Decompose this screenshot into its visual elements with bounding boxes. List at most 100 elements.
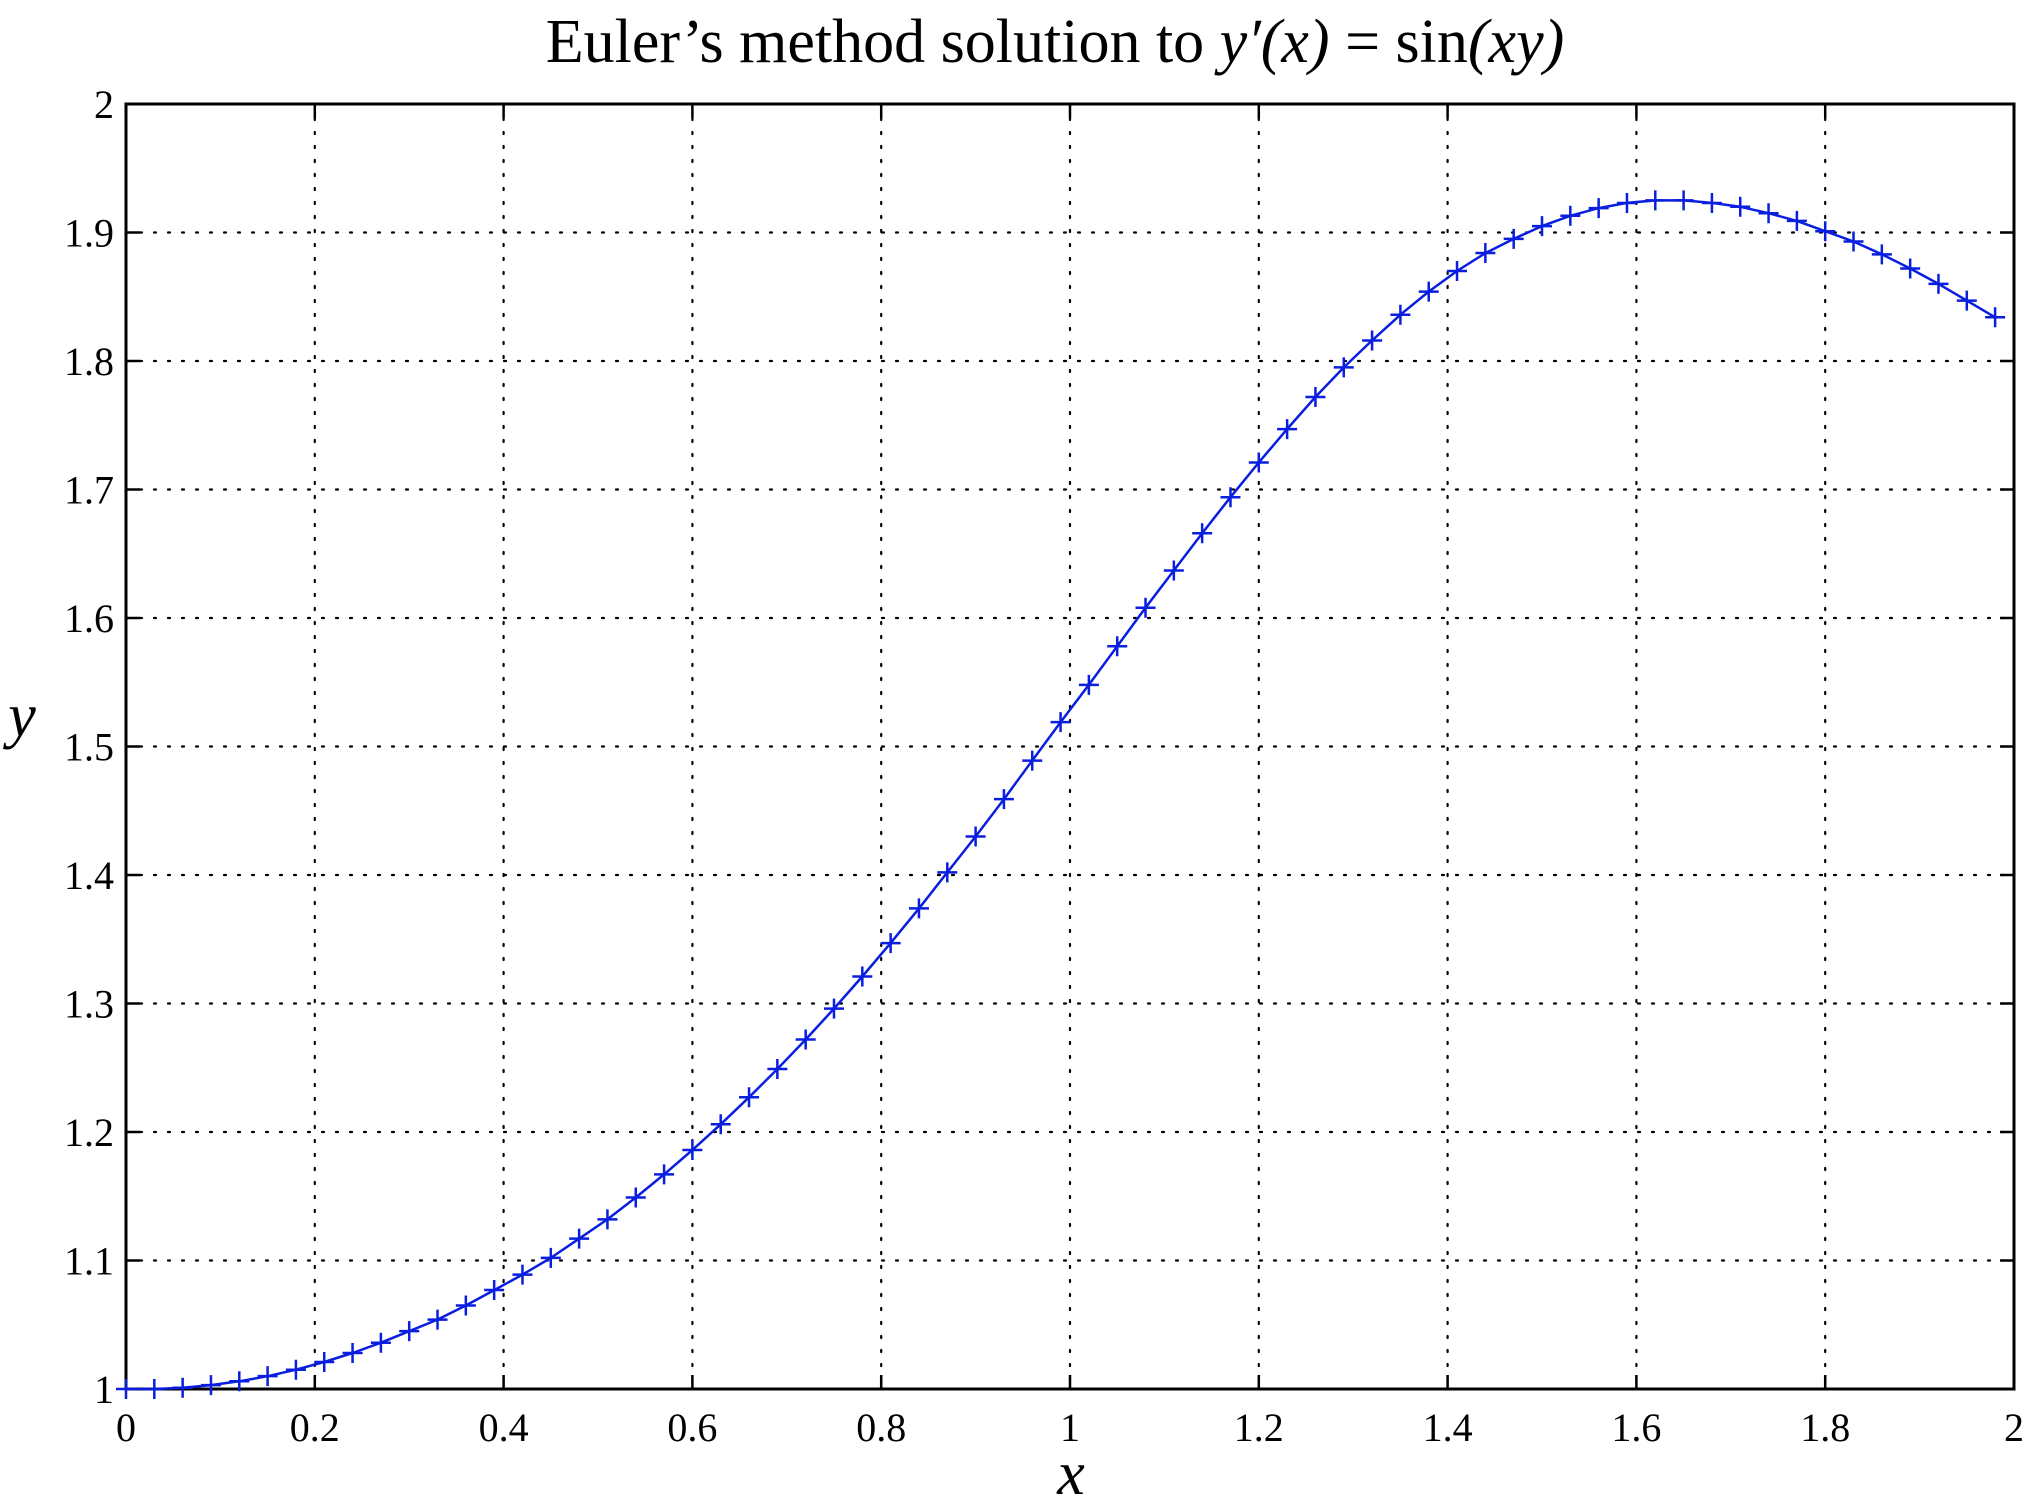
data-point-marker [1673, 190, 1694, 211]
data-point-marker [1503, 228, 1524, 249]
chart-title-text: Euler’s method solution to [546, 8, 1220, 76]
data-point-marker [455, 1295, 476, 1316]
data-point-marker [1277, 419, 1298, 440]
data-point-marker [1900, 258, 1921, 279]
data-point-marker [1163, 560, 1184, 581]
data-point-marker [1107, 636, 1128, 657]
y-tick-label: 1.5 [64, 725, 114, 770]
y-tick-label: 1 [94, 1367, 114, 1412]
x-tick-label: 0 [116, 1405, 136, 1450]
data-point-marker [1730, 196, 1751, 217]
data-point-marker [1956, 290, 1977, 311]
data-point-marker [1078, 674, 1099, 695]
y-tick-label: 1.2 [64, 1110, 114, 1155]
data-series [116, 190, 2006, 1399]
data-point-marker [1843, 231, 1864, 252]
chart-title: Euler’s method solution to y′(x) = sin(x… [546, 8, 1565, 76]
x-tick-label: 0.8 [856, 1405, 906, 1450]
y-axis-label: y [2, 682, 36, 750]
x-tick-label: 1.2 [1234, 1405, 1284, 1450]
data-point-marker [880, 933, 901, 954]
data-point-marker [257, 1366, 278, 1387]
data-point-marker [1560, 205, 1581, 226]
data-point-marker [1475, 243, 1496, 264]
data-point-marker [852, 966, 873, 987]
y-tick-label: 1.1 [64, 1239, 114, 1284]
data-point-marker [1248, 452, 1269, 473]
data-point-marker [1645, 190, 1666, 211]
x-tick-label: 0.6 [667, 1405, 717, 1450]
x-tick-label: 1.8 [1800, 1405, 1850, 1450]
x-tick-label: 0.4 [479, 1405, 529, 1450]
data-point-marker [172, 1377, 193, 1398]
data-point-marker [569, 1228, 590, 1249]
data-point-marker [1758, 203, 1779, 224]
chart-title-function: sin [1396, 8, 1468, 76]
data-point-marker [484, 1280, 505, 1301]
y-tick-label: 1.6 [64, 596, 114, 641]
x-tick-label: 1.4 [1423, 1405, 1473, 1450]
data-point-marker [1928, 273, 1949, 294]
data-point-marker [200, 1375, 221, 1396]
data-point-marker [370, 1332, 391, 1353]
data-point-marker [1616, 192, 1637, 213]
data-point-marker [993, 789, 1014, 810]
data-point-marker [1362, 330, 1383, 351]
x-tick-label: 1 [1060, 1405, 1080, 1450]
data-point-marker [144, 1379, 165, 1399]
data-point-marker [1786, 210, 1807, 231]
data-point-marker [1447, 261, 1468, 282]
data-point-marker [540, 1247, 561, 1268]
data-point-marker [399, 1321, 420, 1342]
x-tick-label: 2 [2004, 1405, 2024, 1450]
x-axis-label: x [1056, 1440, 1085, 1504]
data-point-marker [682, 1139, 703, 1160]
y-tick-label: 1.9 [64, 211, 114, 256]
data-point-marker [342, 1343, 363, 1364]
data-point-marker [625, 1187, 646, 1208]
data-point-marker [1985, 307, 2006, 328]
data-point-marker [1050, 712, 1071, 733]
data-point-marker [1588, 198, 1609, 219]
data-point-marker [1135, 597, 1156, 618]
data-point-marker [739, 1087, 760, 1108]
x-tick-label: 0.2 [290, 1405, 340, 1450]
data-point-marker [1418, 281, 1439, 302]
y-tick-label: 1.4 [64, 853, 114, 898]
data-point-marker [908, 898, 929, 919]
y-tick-label: 1.7 [64, 468, 114, 513]
data-point-marker [767, 1059, 788, 1080]
data-point-marker [795, 1029, 816, 1050]
data-point-marker [512, 1264, 533, 1285]
data-point-marker [1022, 750, 1043, 771]
data-point-marker [314, 1352, 335, 1373]
data-point-marker [1192, 523, 1213, 544]
y-tick-label: 1.8 [64, 339, 114, 384]
data-point-marker [1220, 487, 1241, 508]
data-point-marker [710, 1114, 731, 1135]
data-point-marker [937, 862, 958, 883]
data-point-marker [1871, 244, 1892, 265]
x-tick-labels: 0 0.2 0.4 0.6 0.8 1 1.2 1.4 1.6 1.8 2 [116, 1405, 2024, 1450]
data-point-marker [597, 1209, 618, 1230]
x-tick-label: 1.6 [1611, 1405, 1661, 1450]
data-point-marker [285, 1359, 306, 1380]
chart-title-lhs: y′(x) [1214, 8, 1330, 76]
data-point-marker [116, 1379, 136, 1399]
data-point-marker [824, 998, 844, 1019]
data-point-marker [229, 1371, 250, 1392]
chart-title-argument: (xy) [1468, 8, 1564, 76]
data-point-marker [1305, 386, 1326, 407]
data-point-marker [1390, 304, 1411, 325]
data-point-marker [427, 1309, 448, 1330]
data-point-marker [654, 1164, 675, 1185]
chart-title-equals: = [1330, 8, 1396, 76]
data-point-marker [1815, 221, 1836, 242]
plot-area-frame [124, 102, 2016, 1391]
data-point-marker [965, 826, 986, 847]
y-tick-label: 1.3 [64, 982, 114, 1027]
y-tick-labels: 1 1.1 1.2 1.3 1.4 1.5 1.6 1.7 1.8 1.9 2 [64, 82, 114, 1412]
y-tick-label: 2 [94, 82, 114, 127]
